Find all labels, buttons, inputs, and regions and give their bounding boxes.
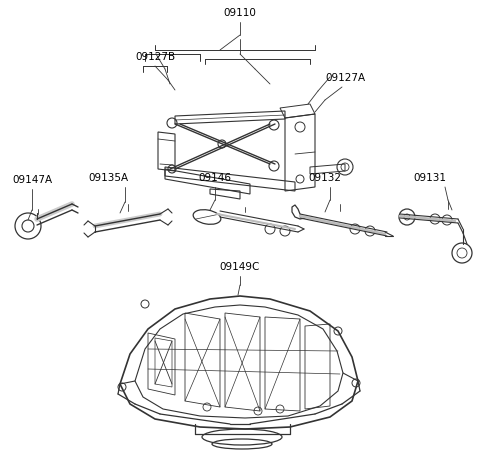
- Text: 09147A: 09147A: [12, 175, 52, 185]
- Text: 09127A: 09127A: [325, 73, 365, 83]
- Text: 09110: 09110: [224, 8, 256, 18]
- Text: 09127B: 09127B: [135, 52, 175, 62]
- Text: 09146: 09146: [199, 173, 231, 183]
- Text: 09135A: 09135A: [88, 173, 128, 183]
- Text: 09131: 09131: [413, 173, 446, 183]
- Text: 09149C: 09149C: [220, 262, 260, 272]
- Text: 09132: 09132: [309, 173, 341, 183]
